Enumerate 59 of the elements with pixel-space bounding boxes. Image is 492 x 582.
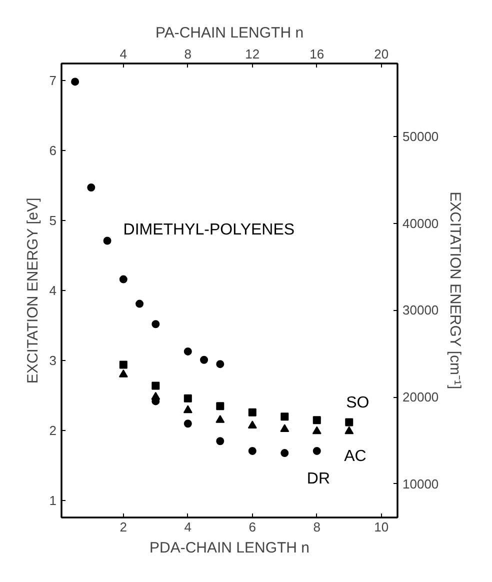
point [344, 426, 354, 434]
point [152, 320, 160, 328]
point [248, 446, 256, 455]
x2-tick-label: 8 [184, 46, 192, 62]
x2-tick-label: 4 [120, 46, 128, 62]
x-tick-label: 2 [120, 520, 128, 534]
point [184, 420, 192, 428]
y-tick-label: 5 [49, 212, 57, 228]
point [216, 402, 224, 410]
point [345, 418, 354, 426]
x-axis-title: PDA-CHAIN LENGTH n [149, 540, 310, 556]
point [312, 426, 322, 434]
x-tick-label: 6 [248, 520, 256, 534]
point [312, 416, 321, 424]
x-tick-label: 10 [374, 520, 389, 534]
point [216, 437, 224, 446]
y2-tick-label: 50000 [402, 128, 439, 144]
point [71, 78, 80, 86]
x2-tick-label: 20 [374, 46, 389, 62]
point [184, 347, 192, 356]
y2-axis-title: EXCITATION ENERGY [cm⁻¹] [446, 192, 464, 390]
x2-tick-label: 16 [310, 46, 324, 62]
series-label: AC [344, 448, 366, 465]
y-tick-label: 4 [49, 283, 57, 298]
y-tick-label: 6 [49, 142, 57, 158]
y2-tick-label: 20000 [402, 390, 439, 405]
point [119, 275, 128, 284]
x2-axis-title: PA-CHAIN LENGTH n [155, 24, 304, 42]
point [216, 414, 225, 423]
y2-tick-label: 10000 [402, 476, 439, 492]
y-axis-title: EXCITATION ENERGY [eV] [24, 198, 42, 384]
point [280, 412, 289, 421]
point [184, 394, 192, 402]
series-label: DIMETHYL-POLYENES [123, 221, 295, 238]
point [87, 184, 96, 192]
point [248, 420, 257, 429]
point [280, 449, 289, 458]
point [119, 360, 128, 369]
x-tick-label: 4 [184, 520, 192, 534]
point [118, 369, 128, 378]
point [248, 408, 256, 416]
y2-tick-label: 30000 [402, 302, 439, 318]
y-tick-label: 1 [49, 493, 57, 508]
point [103, 236, 112, 245]
point [152, 382, 160, 390]
point [216, 360, 224, 368]
point [200, 356, 208, 364]
point [312, 446, 321, 455]
series-label: SO [346, 394, 370, 412]
series-label: DR [306, 470, 330, 488]
y-tick-label: 7 [49, 72, 57, 88]
y-tick-label: 3 [49, 353, 57, 368]
x2-tick-label: 12 [245, 46, 260, 62]
point [183, 405, 192, 414]
y-tick-label: 2 [49, 423, 57, 438]
point [280, 424, 290, 432]
x-tick-label: 8 [313, 520, 321, 534]
point [136, 300, 144, 308]
y2-tick-label: 40000 [402, 216, 439, 231]
